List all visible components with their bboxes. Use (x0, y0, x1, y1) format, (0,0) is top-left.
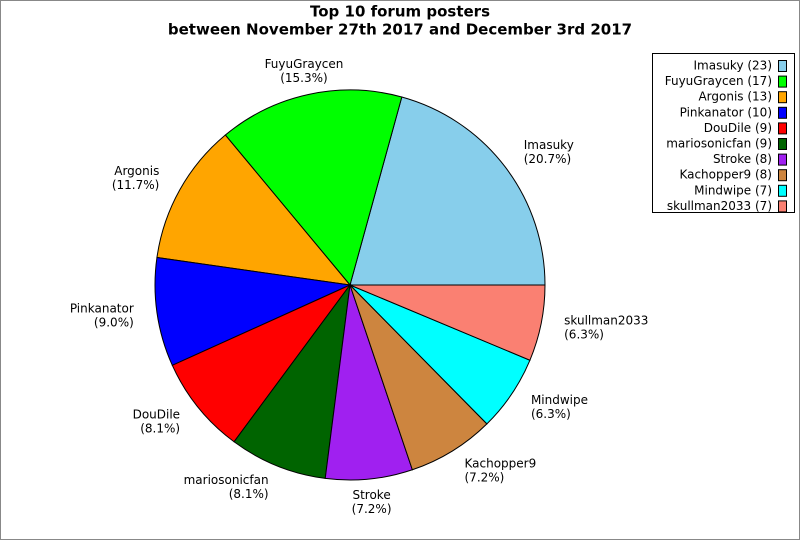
slice-value-label: (11.7%) (112, 178, 159, 192)
pie-slice (154, 256, 352, 366)
pie-slice (224, 89, 403, 287)
pie-slice (233, 283, 351, 479)
legend-label: DouDile (9) (704, 121, 772, 135)
slice-value-label: (6.3%) (564, 327, 604, 341)
slice-label: Stroke (352, 488, 390, 502)
legend-swatch (778, 184, 787, 197)
legend-swatch (778, 91, 787, 104)
slice-value-label: (8.1%) (229, 487, 269, 501)
legend-label: skullman2033 (7) (667, 199, 772, 213)
legend-label: Imasuky (23) (693, 59, 772, 73)
pie-slice (349, 284, 546, 361)
pie-slice (171, 283, 352, 443)
legend-swatch (778, 60, 787, 72)
slice-label: mariosonicfan (184, 473, 269, 487)
legend-label: FuyuGraycen (17) (665, 74, 772, 88)
slice-label: Kachopper9 (465, 456, 537, 470)
pie-slice (156, 134, 352, 286)
slice-label: skullman2033 (564, 313, 648, 327)
slice-label: Mindwipe (531, 393, 588, 407)
chart-subtitle: between November 27th 2017 and December … (168, 21, 632, 39)
slice-label: FuyuGraycen (265, 57, 344, 71)
legend-swatch (778, 106, 787, 119)
legend-swatch (778, 200, 787, 213)
slice-value-label: (8.1%) (140, 422, 180, 436)
legend-label: Kachopper9 (8) (679, 168, 772, 182)
legend-label: Pinkanator (10) (680, 105, 772, 119)
pie-slice (349, 96, 546, 286)
slice-value-label: (20.7%) (524, 152, 571, 166)
legend-box (652, 53, 795, 213)
slice-value-label: (7.2%) (465, 470, 505, 484)
slice-label: Pinkanator (70, 301, 134, 315)
legend-label: mariosonicfan (9) (666, 137, 772, 151)
slice-label: DouDile (133, 408, 180, 422)
legend-swatch (778, 75, 787, 88)
slice-value-label: (6.3%) (531, 407, 571, 421)
legend-swatch (778, 138, 787, 150)
slice-value-label: (9.0%) (94, 315, 134, 329)
legend-label: Argonis (13) (698, 90, 772, 104)
slice-value-label: (15.3%) (280, 71, 327, 85)
slice-value-label: (7.2%) (352, 502, 392, 516)
legend-label: Stroke (8) (713, 152, 772, 166)
legend-swatch (778, 122, 787, 135)
legend-swatch (778, 169, 787, 182)
legend-label: Mindwipe (7) (694, 183, 772, 197)
slice-label: Imasuky (524, 138, 574, 152)
chart-title: Top 10 forum posters (310, 3, 490, 21)
legend-swatch (778, 153, 787, 166)
slice-label: Argonis (114, 164, 159, 178)
